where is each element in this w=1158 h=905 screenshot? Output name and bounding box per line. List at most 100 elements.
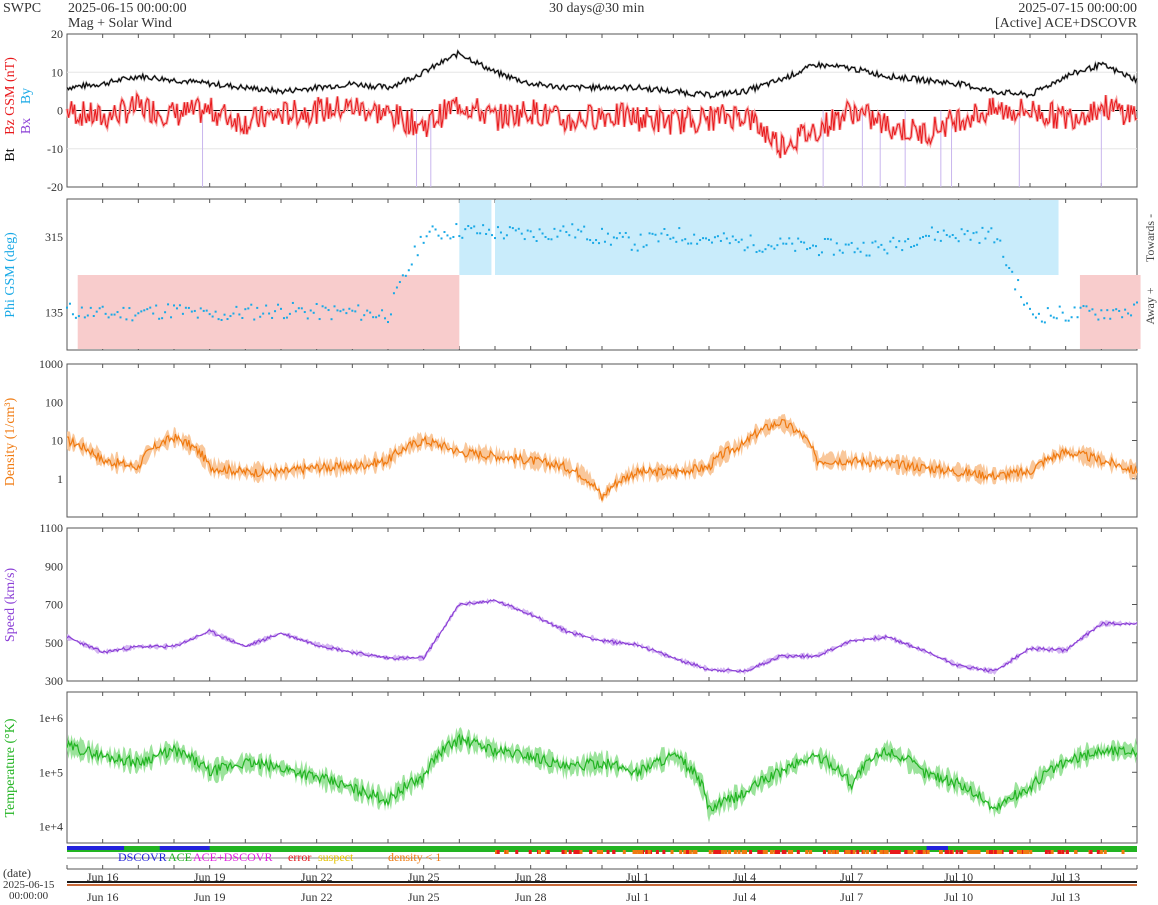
phi-point [482,224,485,227]
phi-point [832,253,835,256]
phi-point [1008,267,1011,270]
mag-y-tick-label: -10 [47,142,63,156]
temperature-y-tick-label: 1e+5 [39,765,63,779]
date-tick-label-bottom: Jun 19 [194,890,226,904]
phi-point [265,304,268,307]
phi-point [107,316,110,319]
status-flag [670,850,674,854]
phi-point [922,235,924,238]
phi-point [669,237,672,240]
phi-point [66,306,68,309]
phi-point [853,251,856,254]
phi-point [907,237,910,240]
phi-point [505,234,508,237]
date-tick-label: Jun 19 [194,870,226,884]
phi-point [363,314,366,317]
phi-point [544,236,547,239]
phi-point [913,244,916,247]
legend-ace: ACE [168,850,192,864]
away-label: Away + [1143,287,1157,325]
status-flag [718,850,722,854]
phi-point [550,238,553,241]
phi-point [238,313,241,316]
phi-point [330,318,333,321]
phi-point [259,315,262,318]
phi-point [181,312,184,315]
status-flag [683,850,687,854]
phi-point [125,318,128,321]
phi-point [410,263,413,266]
phi-point [392,292,395,295]
phi-point [1043,321,1046,324]
phi-point [155,304,158,307]
phi-point [776,244,779,247]
phi-point [782,242,785,245]
phi-point [285,316,288,319]
phi-point [1085,305,1088,308]
phi-point [957,240,960,243]
status-flag [1074,850,1078,854]
phi-point [577,228,580,231]
status-dscovr [67,846,125,850]
phi-point [574,236,577,239]
phi-point [309,309,312,312]
phi-point [1040,320,1043,323]
phi-point [137,312,140,315]
phi-point [131,319,134,322]
status-flag [639,850,643,854]
phi-point [247,307,250,310]
towards-band [495,200,1059,275]
phi-point [277,303,280,306]
phi-point [1031,313,1034,316]
phi-point [1055,317,1058,320]
towards-label: Towards - [1143,214,1157,262]
phi-point [820,251,823,254]
phi-point [761,250,764,253]
phi-point [271,316,274,319]
phi-point [708,238,710,241]
phi-point [476,232,479,235]
phi-point [1029,307,1031,310]
phi-point [488,228,491,231]
phi-point [419,235,422,238]
phi-point [883,248,886,251]
phi-point [467,225,470,228]
status-flag [1044,850,1048,854]
phi-point [785,242,788,245]
phi-point [901,249,904,252]
status-flag [955,850,959,854]
speed-series [66,599,1138,673]
phi-point [306,317,309,320]
phi-point [1020,296,1023,299]
status-flag [742,850,746,854]
phi-point [86,314,89,317]
phi-point [684,238,687,241]
away-band [77,275,460,349]
phi-point [220,318,223,321]
phi-point [98,307,101,310]
phi-point [690,242,693,245]
density-panel [66,363,1138,518]
status-flag [847,850,851,854]
status-flag [1121,850,1125,854]
phi-point [202,309,205,312]
phi-point [1079,306,1082,309]
status-flag [907,850,911,854]
status-flag [947,850,951,854]
date-tick-label: Jul 7 [840,870,863,884]
status-flag [622,850,626,854]
phi-point [648,232,651,235]
phi-point [939,239,942,242]
phi-point [829,238,832,241]
status-flag [737,850,741,854]
timeline-bar [67,884,1137,886]
status-flag [975,850,979,854]
phi-point [297,307,300,310]
status-flag [545,850,549,854]
status-flag [606,850,610,854]
status-flag [505,850,509,854]
phi-point [401,274,404,277]
status-flag [922,850,926,854]
phi-point [812,244,815,247]
status-flag [769,850,773,854]
